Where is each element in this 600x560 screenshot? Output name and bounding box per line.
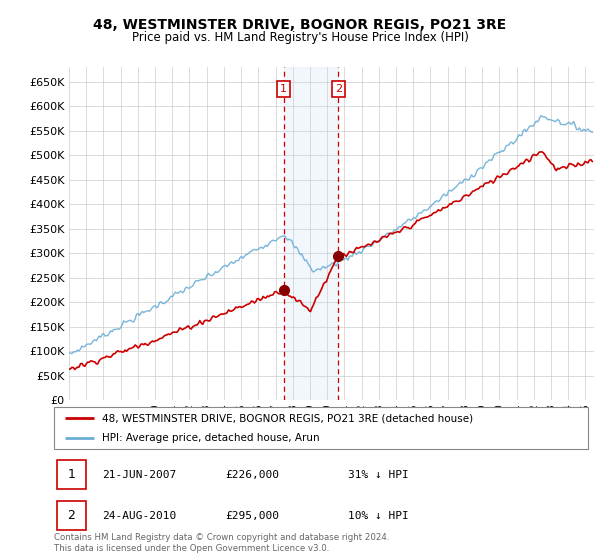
Bar <box>284 67 338 400</box>
Text: 10% ↓ HPI: 10% ↓ HPI <box>348 511 409 521</box>
Text: 2: 2 <box>335 84 342 94</box>
Text: 48, WESTMINSTER DRIVE, BOGNOR REGIS, PO21 3RE (detached house): 48, WESTMINSTER DRIVE, BOGNOR REGIS, PO2… <box>102 413 473 423</box>
Text: 1: 1 <box>280 84 287 94</box>
Text: HPI: Average price, detached house, Arun: HPI: Average price, detached house, Arun <box>102 433 320 443</box>
Text: Contains HM Land Registry data © Crown copyright and database right 2024.
This d: Contains HM Land Registry data © Crown c… <box>54 533 389 553</box>
FancyBboxPatch shape <box>56 501 86 530</box>
Text: 21-JUN-2007: 21-JUN-2007 <box>102 470 176 480</box>
Text: 24-AUG-2010: 24-AUG-2010 <box>102 511 176 521</box>
Text: £295,000: £295,000 <box>225 511 279 521</box>
FancyBboxPatch shape <box>56 460 86 489</box>
Text: 1: 1 <box>67 468 75 481</box>
Text: 48, WESTMINSTER DRIVE, BOGNOR REGIS, PO21 3RE: 48, WESTMINSTER DRIVE, BOGNOR REGIS, PO2… <box>94 18 506 32</box>
Text: Price paid vs. HM Land Registry's House Price Index (HPI): Price paid vs. HM Land Registry's House … <box>131 31 469 44</box>
FancyBboxPatch shape <box>54 407 588 449</box>
Text: 2: 2 <box>67 509 75 522</box>
Text: £226,000: £226,000 <box>225 470 279 480</box>
Text: 31% ↓ HPI: 31% ↓ HPI <box>348 470 409 480</box>
